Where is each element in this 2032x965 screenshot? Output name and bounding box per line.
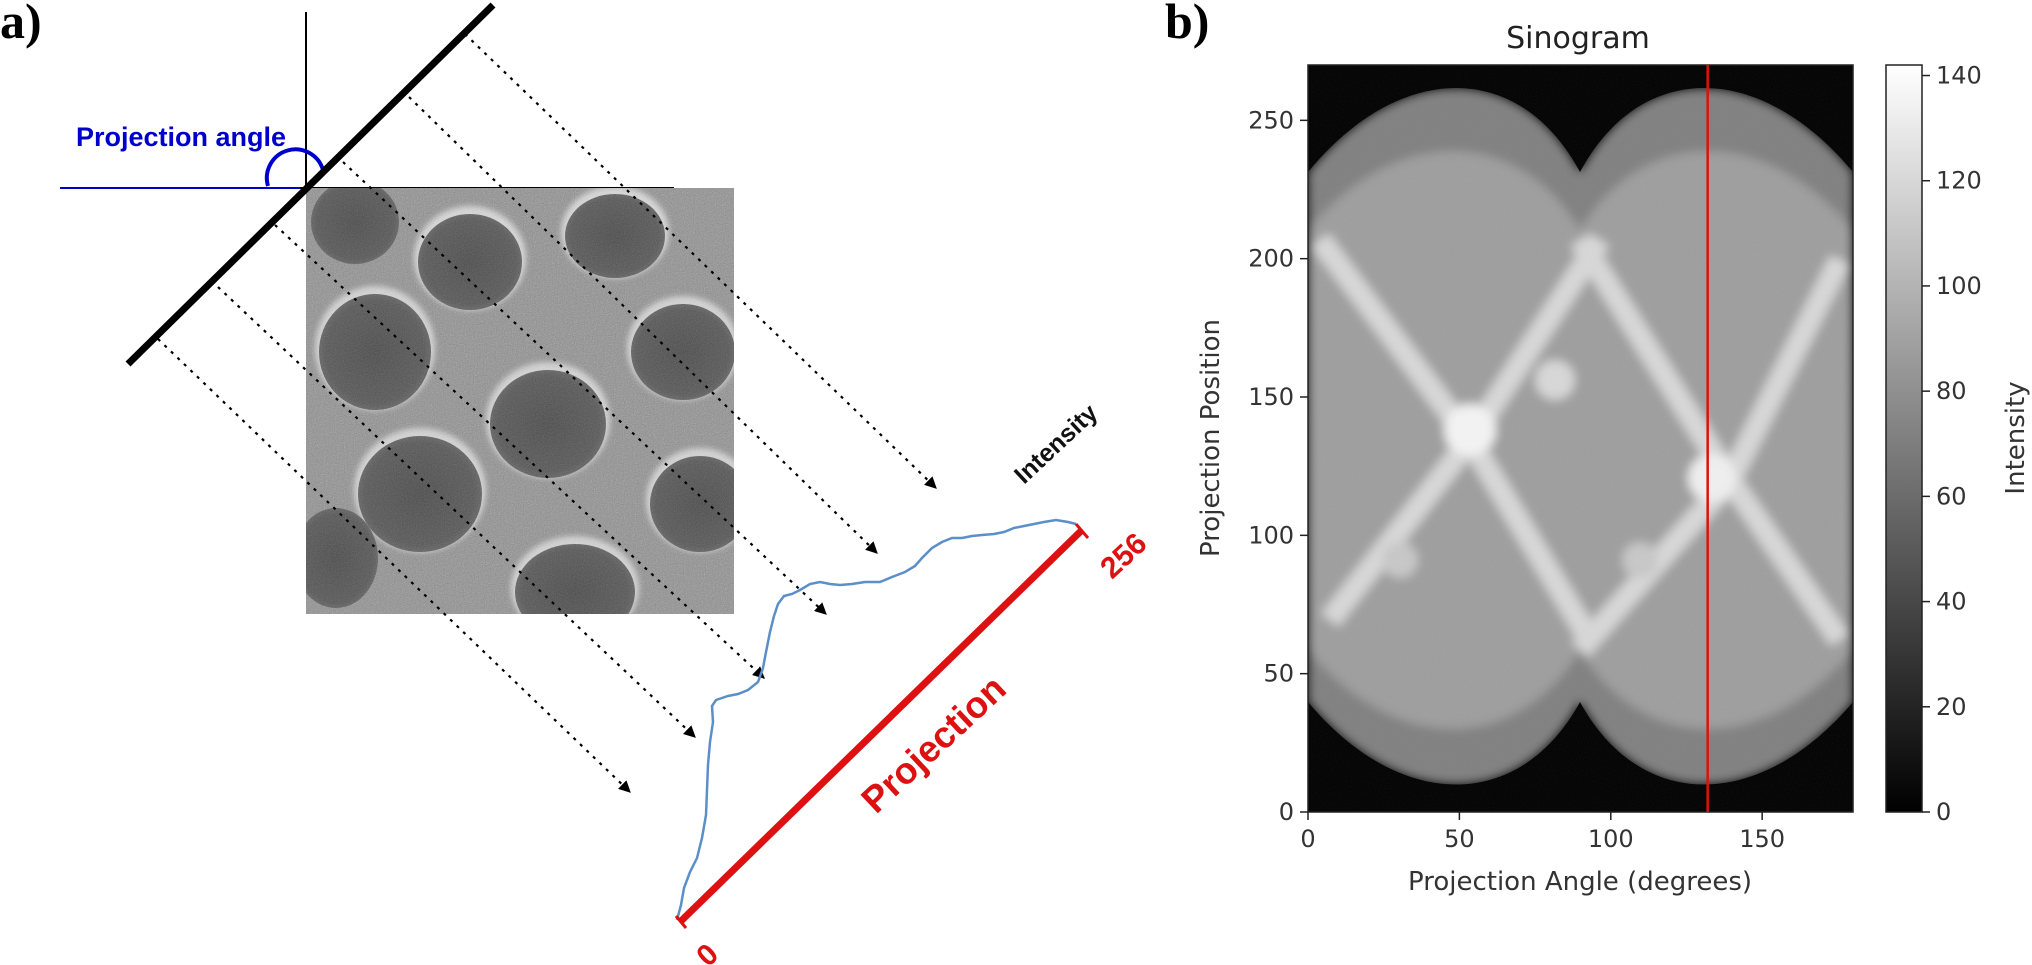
y-tick-label: 250 [1248,106,1294,134]
colorbar-tick-label: 120 [1936,167,1982,195]
y-tick-label: 0 [1279,798,1294,826]
colorbar-label: Intensity [2001,381,2031,494]
micrograph-image [306,188,734,614]
x-axis-label: Projection Angle (degrees) [1408,867,1752,897]
panel-a: a) Projection angle [0,0,1153,965]
colorbar [1885,64,1923,813]
x-tick-label: 100 [1588,825,1634,853]
y-tick-label: 200 [1248,245,1294,273]
colorbar-tick-label: 140 [1936,62,1982,90]
y-axis-label: Projection Position [1196,319,1226,557]
projection-axis-start-tick [674,915,688,929]
projection-label: Projection [853,667,1013,820]
colorbar-tick-label: 100 [1936,272,1982,300]
projection-axis-end-tick [1074,523,1090,539]
intensity-profile-curve [675,518,1077,921]
y-axis: 0 50 100 150 200 250 [1248,106,1308,826]
sinogram-heatmap [1308,65,1853,812]
y-tick-label: 150 [1248,383,1294,411]
x-tick-label: 50 [1444,825,1475,853]
projection-ray [217,286,696,738]
projection-angle-arc [264,147,325,187]
y-tick-label: 50 [1263,660,1294,688]
x-tick-label: 150 [1739,825,1785,853]
colorbar-tick-label: 20 [1936,693,1967,721]
projection-plane-line [125,2,496,367]
projection-ray [464,33,937,489]
colorbar-tick-label: 60 [1936,482,1967,510]
plot-frame [1307,64,1854,813]
chart-title: Sinogram [1506,21,1650,56]
colorbar-tick-label: 80 [1936,377,1967,405]
colorbar-tick-label: 0 [1936,798,1951,826]
projection-start-label: 0 [690,938,725,965]
colorbar-tick-label: 40 [1936,588,1967,616]
projection-rays [157,33,937,793]
projection-ray [408,96,878,554]
x-axis: 0 50 100 150 [1300,812,1785,853]
projection-ray [342,161,827,615]
panel-a-label: a) [0,0,42,49]
y-tick-label: 100 [1248,521,1294,549]
intensity-label: Intensity [1009,399,1103,490]
x-tick-label: 0 [1300,825,1315,853]
projection-end-label: 256 [1094,527,1153,585]
projection-ray [157,338,631,793]
projection-ray [274,224,765,679]
colorbar-axis: 0 20 40 60 80 100 120 140 [1922,62,1982,826]
panel-b-label: b) [1165,0,1209,49]
projection-angle-label: Projection angle [76,122,286,152]
projection-axis-line [677,527,1085,925]
